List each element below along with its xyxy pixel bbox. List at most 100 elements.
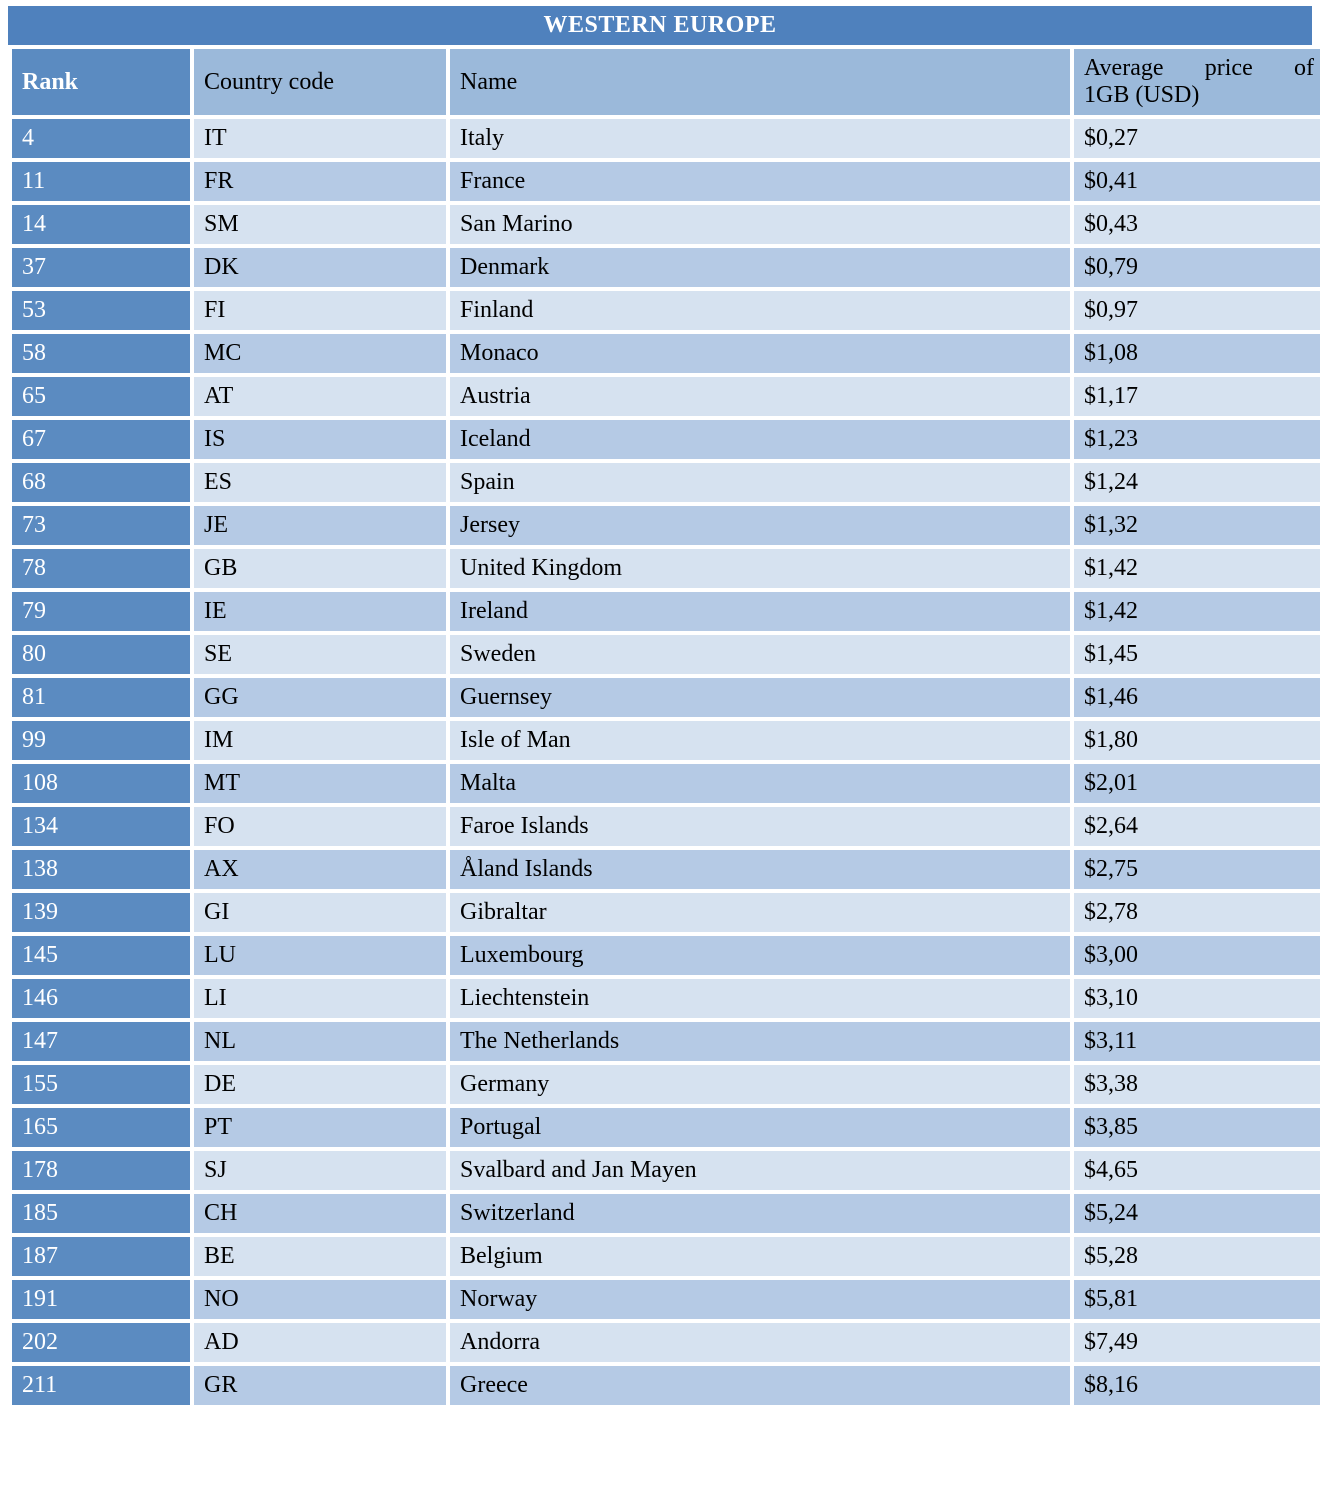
cell-rank: 108 — [12, 764, 190, 803]
cell-rank: 11 — [12, 162, 190, 201]
cell-name: Denmark — [450, 248, 1070, 287]
cell-name: Liechtenstein — [450, 979, 1070, 1018]
cell-name: Malta — [450, 764, 1070, 803]
cell-price: $0,41 — [1074, 162, 1320, 201]
cell-price: $5,28 — [1074, 1237, 1320, 1276]
cell-rank: 68 — [12, 463, 190, 502]
cell-name: Luxembourg — [450, 936, 1070, 975]
cell-name: Andorra — [450, 1323, 1070, 1362]
table-container: WESTERN EUROPE RankCountry codeNameAvera… — [0, 0, 1320, 1417]
cell-price: $1,17 — [1074, 377, 1320, 416]
cell-name: Switzerland — [450, 1194, 1070, 1233]
table-row: 165PTPortugal$3,85 — [12, 1108, 1320, 1147]
cell-country-code: FR — [194, 162, 446, 201]
cell-price: $2,64 — [1074, 807, 1320, 846]
cell-rank: 211 — [12, 1366, 190, 1405]
cell-name: Iceland — [450, 420, 1070, 459]
table-header-row: RankCountry codeNameAverage price of1GB … — [12, 49, 1320, 115]
cell-price: $3,10 — [1074, 979, 1320, 1018]
cell-price: $1,23 — [1074, 420, 1320, 459]
table-row: 145LULuxembourg$3,00 — [12, 936, 1320, 975]
cell-country-code: ES — [194, 463, 446, 502]
cell-name: Monaco — [450, 334, 1070, 373]
col-header-country-code: Country code — [194, 49, 446, 115]
table-row: 58MCMonaco$1,08 — [12, 334, 1320, 373]
cell-price: $1,45 — [1074, 635, 1320, 674]
cell-name: Italy — [450, 119, 1070, 158]
cell-rank: 79 — [12, 592, 190, 631]
col-header-price: Average price of1GB (USD) — [1074, 49, 1320, 115]
cell-name: United Kingdom — [450, 549, 1070, 588]
table-row: 37DKDenmark$0,79 — [12, 248, 1320, 287]
table-row: 81GGGuernsey$1,46 — [12, 678, 1320, 717]
cell-rank: 58 — [12, 334, 190, 373]
cell-country-code: DE — [194, 1065, 446, 1104]
cell-name: Ireland — [450, 592, 1070, 631]
cell-price: $0,27 — [1074, 119, 1320, 158]
table-row: 80SESweden$1,45 — [12, 635, 1320, 674]
cell-country-code: NO — [194, 1280, 446, 1319]
cell-rank: 134 — [12, 807, 190, 846]
table-row: 147NLThe Netherlands$3,11 — [12, 1022, 1320, 1061]
cell-country-code: LI — [194, 979, 446, 1018]
cell-rank: 155 — [12, 1065, 190, 1104]
cell-rank: 14 — [12, 205, 190, 244]
cell-rank: 191 — [12, 1280, 190, 1319]
table-row: 211GRGreece$8,16 — [12, 1366, 1320, 1405]
table-row: 146LILiechtenstein$3,10 — [12, 979, 1320, 1018]
cell-rank: 147 — [12, 1022, 190, 1061]
table-row: 202ADAndorra$7,49 — [12, 1323, 1320, 1362]
cell-price: $8,16 — [1074, 1366, 1320, 1405]
col-header-name: Name — [450, 49, 1070, 115]
cell-country-code: IS — [194, 420, 446, 459]
cell-rank: 65 — [12, 377, 190, 416]
table-row: 53FIFinland$0,97 — [12, 291, 1320, 330]
cell-price: $0,79 — [1074, 248, 1320, 287]
cell-price: $0,43 — [1074, 205, 1320, 244]
table-row: 79IEIreland$1,42 — [12, 592, 1320, 631]
cell-price: $1,46 — [1074, 678, 1320, 717]
table-row: 108MTMalta$2,01 — [12, 764, 1320, 803]
cell-name: Guernsey — [450, 678, 1070, 717]
cell-rank: 81 — [12, 678, 190, 717]
cell-rank: 4 — [12, 119, 190, 158]
table-row: 178SJSvalbard and Jan Mayen$4,65 — [12, 1151, 1320, 1190]
cell-rank: 80 — [12, 635, 190, 674]
cell-country-code: FI — [194, 291, 446, 330]
cell-country-code: MC — [194, 334, 446, 373]
table-row: 134FOFaroe Islands$2,64 — [12, 807, 1320, 846]
cell-name: Finland — [450, 291, 1070, 330]
table-row: 185CHSwitzerland$5,24 — [12, 1194, 1320, 1233]
table-row: 139GIGibraltar$2,78 — [12, 893, 1320, 932]
cell-rank: 73 — [12, 506, 190, 545]
cell-rank: 202 — [12, 1323, 190, 1362]
cell-rank: 99 — [12, 721, 190, 760]
cell-rank: 53 — [12, 291, 190, 330]
cell-name: Austria — [450, 377, 1070, 416]
cell-price: $1,42 — [1074, 592, 1320, 631]
cell-rank: 187 — [12, 1237, 190, 1276]
cell-price: $2,78 — [1074, 893, 1320, 932]
table-row: 14SMSan Marino$0,43 — [12, 205, 1320, 244]
cell-country-code: FO — [194, 807, 446, 846]
cell-name: France — [450, 162, 1070, 201]
cell-price: $3,38 — [1074, 1065, 1320, 1104]
cell-country-code: SE — [194, 635, 446, 674]
cell-country-code: GB — [194, 549, 446, 588]
cell-name: Isle of Man — [450, 721, 1070, 760]
table-row: 155DEGermany$3,38 — [12, 1065, 1320, 1104]
table-row: 138AXÅland Islands$2,75 — [12, 850, 1320, 889]
cell-country-code: DK — [194, 248, 446, 287]
cell-country-code: GR — [194, 1366, 446, 1405]
cell-name: Jersey — [450, 506, 1070, 545]
cell-rank: 145 — [12, 936, 190, 975]
cell-price: $1,08 — [1074, 334, 1320, 373]
cell-country-code: MT — [194, 764, 446, 803]
cell-country-code: SM — [194, 205, 446, 244]
cell-price: $1,24 — [1074, 463, 1320, 502]
cell-price: $0,97 — [1074, 291, 1320, 330]
cell-name: Belgium — [450, 1237, 1070, 1276]
table-row: 67ISIceland$1,23 — [12, 420, 1320, 459]
cell-price: $3,11 — [1074, 1022, 1320, 1061]
cell-name: Greece — [450, 1366, 1070, 1405]
